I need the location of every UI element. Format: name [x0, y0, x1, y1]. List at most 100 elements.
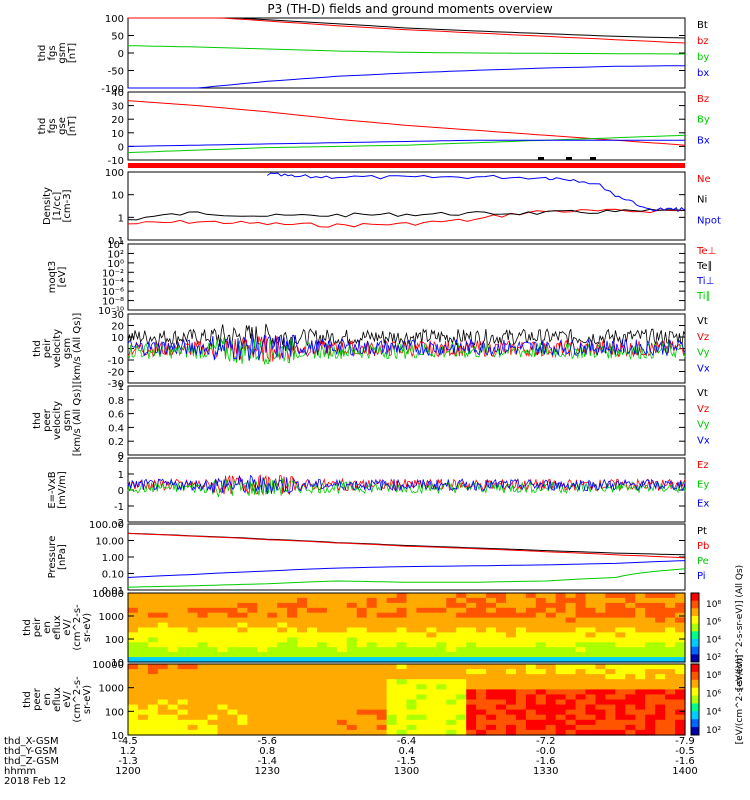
series-line	[127, 533, 686, 559]
heatmap-cell	[496, 704, 507, 711]
heatmap-cell	[515, 617, 527, 624]
heatmap-cell	[287, 617, 298, 624]
heatmap-cell	[336, 719, 348, 726]
heatmap-cell	[416, 632, 427, 638]
heatmap-cell	[675, 637, 686, 643]
colorbar-swatch	[691, 703, 699, 712]
panel-peer_velocity: thd peer velocity gsm [km/s (All Qs)] 10.80.6…	[32, 382, 710, 462]
heatmap-cell	[506, 617, 517, 624]
heatmap-cell	[326, 724, 338, 731]
heatmap-cell	[287, 657, 298, 663]
heatmap-cell	[267, 684, 278, 690]
heatmap-cell	[257, 669, 268, 675]
heatmap-cell	[486, 632, 497, 638]
heatmap-cell	[625, 674, 636, 680]
heatmap-cell	[267, 597, 278, 604]
heatmap-cell	[565, 612, 577, 619]
heatmap-cell	[386, 637, 398, 643]
heatmap-cell	[496, 602, 507, 609]
heatmap-cell	[555, 657, 567, 663]
heatmap-cell	[535, 684, 547, 690]
ytick-label: 1000	[99, 612, 124, 623]
xaxis-value: -1.5	[397, 756, 417, 767]
xaxis-value: -1.3	[118, 756, 138, 767]
heatmap-cell	[147, 724, 159, 731]
heatmap-cell	[565, 679, 577, 685]
heatmap-cell	[366, 617, 378, 624]
heatmap-cell	[297, 617, 308, 624]
heatmap-cell	[167, 597, 179, 604]
heatmap-cell	[555, 602, 567, 609]
heatmap-cell	[436, 617, 447, 624]
heatmap-cell	[655, 657, 666, 663]
heatmap-cell	[466, 647, 477, 653]
heatmap-cell	[655, 612, 666, 619]
heatmap-cell	[257, 642, 268, 648]
heatmap-cell	[506, 607, 517, 614]
heatmap-cell	[675, 622, 686, 629]
ytick-label: -2	[114, 518, 124, 529]
heatmap-cell	[416, 593, 427, 599]
heatmap-cell	[326, 647, 338, 653]
heatmap-cell	[137, 612, 149, 619]
heatmap-cell	[317, 719, 328, 726]
heatmap-cell	[525, 709, 537, 716]
heatmap-cell	[535, 637, 547, 643]
heatmap-cell	[565, 699, 577, 706]
heatmap-cell	[436, 669, 447, 675]
heatmap-cell	[535, 602, 547, 609]
heatmap-cell	[128, 694, 139, 701]
heatmap-cell	[645, 612, 656, 619]
heatmap-cell	[217, 729, 228, 736]
heatmap-cell	[307, 622, 318, 629]
heatmap-cell	[515, 607, 527, 614]
ytick-label: 10000	[92, 660, 124, 671]
heatmap-cell	[625, 642, 636, 648]
heatmap-cell	[247, 729, 258, 736]
ytick-label: 0	[118, 486, 124, 497]
heatmap-cell	[157, 597, 169, 604]
heatmap-cell	[386, 689, 398, 696]
heatmap-cell	[386, 679, 398, 685]
ylabel-line: [cm-3]	[62, 189, 73, 222]
heatmap-cell	[515, 709, 527, 716]
heatmap-cell	[625, 602, 636, 609]
heatmap-cell	[346, 652, 358, 658]
heatmap-cell	[575, 617, 587, 624]
heatmap-cell	[376, 593, 388, 599]
heatmap-cell	[535, 669, 547, 675]
heatmap-cell	[277, 627, 288, 633]
heatmap-cell	[555, 704, 567, 711]
legend-entry: by	[697, 52, 709, 63]
heatmap-cell	[615, 617, 626, 624]
heatmap-cell	[426, 647, 437, 653]
heatmap-cell	[595, 652, 606, 658]
heatmap-cell	[366, 724, 378, 731]
heatmap-cell	[496, 652, 507, 658]
heatmap-cell	[317, 684, 328, 690]
heatmap-cell	[207, 704, 219, 711]
ytick-label: -100	[101, 84, 124, 95]
heatmap-cell	[456, 642, 467, 648]
heatmap-cell	[436, 714, 447, 721]
heatmap-cell	[496, 709, 507, 716]
heatmap-cell	[476, 689, 487, 696]
heatmap-cell	[645, 597, 656, 604]
heatmap-cell	[645, 617, 656, 624]
heatmap-cell	[227, 622, 238, 629]
heatmap-cell	[555, 647, 567, 653]
heatmap-cell	[217, 709, 228, 716]
heatmap-cell	[227, 694, 238, 701]
heatmap-cell	[217, 684, 228, 690]
heatmap-cell	[496, 642, 507, 648]
heatmap-cell	[426, 724, 437, 731]
heatmap-cell	[356, 597, 368, 604]
heatmap-cell	[287, 607, 298, 614]
heatmap-cell	[645, 627, 656, 633]
heatmap-cell	[317, 664, 328, 670]
heatmap-cell	[137, 632, 149, 638]
heatmap-cell	[137, 622, 149, 629]
heatmap-cell	[615, 652, 626, 658]
heatmap-cell	[515, 674, 527, 680]
